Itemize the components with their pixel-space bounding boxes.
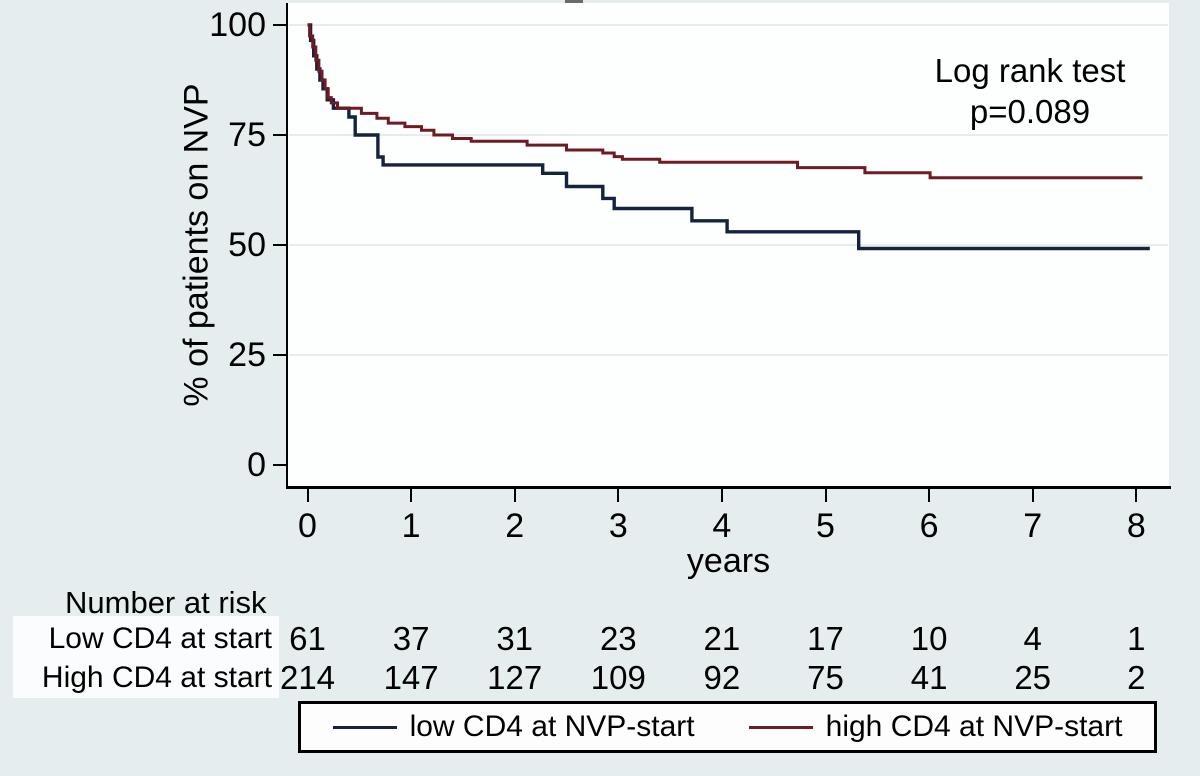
y-tick-label-75: 75 xyxy=(228,116,266,154)
risk-value: 109 xyxy=(590,659,646,696)
risk-value: 4 xyxy=(1023,620,1042,657)
x-tick-0 xyxy=(306,489,309,502)
x-tick-label-0: 0 xyxy=(298,507,317,545)
legend-label-low: low CD4 at NVP-start xyxy=(409,710,695,743)
legend-item-low: low CD4 at NVP-start xyxy=(332,710,695,744)
gridline-75 xyxy=(289,134,1168,136)
high-cd4-line-swatch xyxy=(748,725,813,729)
risk-row-label: High CD4 at start xyxy=(41,661,272,694)
risk-value: 37 xyxy=(392,620,430,657)
x-tick-6 xyxy=(928,489,931,502)
risk-value: 23 xyxy=(599,620,637,657)
x-tick-label-3: 3 xyxy=(608,507,628,545)
risk-value: 75 xyxy=(807,659,844,696)
risk-value: 147 xyxy=(383,659,439,696)
low-cd4-line-swatch xyxy=(332,725,397,729)
x-tick-label-1: 1 xyxy=(401,507,421,545)
gridline-100 xyxy=(289,24,1168,26)
x-tick-8 xyxy=(1135,489,1138,502)
y-axis-line xyxy=(286,3,288,488)
y-tick-100 xyxy=(273,24,287,26)
risk-row-low: Low CD4 at start 61 37 31 23 21 17 10 4 1 xyxy=(0,620,1200,658)
x-tick-label-4: 4 xyxy=(712,507,732,545)
risk-label-background xyxy=(13,616,279,698)
x-tick-label-5: 5 xyxy=(816,507,835,545)
high-cd4-curve xyxy=(307,23,1143,180)
x-tick-2 xyxy=(513,489,516,502)
legend-label-high: high CD4 at NVP-start xyxy=(825,710,1123,743)
risk-value: 31 xyxy=(496,620,534,657)
y-tick-75 xyxy=(273,134,287,136)
y-tick-25 xyxy=(273,354,287,356)
risk-value: 41 xyxy=(910,659,948,696)
x-tick-4 xyxy=(720,489,723,502)
y-tick-label-25: 25 xyxy=(228,336,266,374)
risk-value: 61 xyxy=(289,620,326,657)
risk-value: 10 xyxy=(910,620,948,657)
legend-item-high: high CD4 at NVP-start xyxy=(748,710,1123,744)
y-tick-label-100: 100 xyxy=(209,6,266,44)
y-tick-label-50: 50 xyxy=(228,226,266,264)
legend: low CD4 at NVP-start high CD4 at NVP-sta… xyxy=(298,701,1157,753)
log-rank-line1: Log rank test xyxy=(934,52,1126,89)
low-cd4-curve xyxy=(307,23,1150,251)
risk-value: 92 xyxy=(703,659,741,696)
log-rank-annotation: Log rank test p=0.089 xyxy=(890,50,1170,132)
risk-value: 127 xyxy=(487,659,543,696)
risk-row-label: Low CD4 at start xyxy=(48,622,272,655)
y-tick-0 xyxy=(273,464,287,466)
risk-value: 25 xyxy=(1014,659,1052,696)
x-axis-title: years xyxy=(686,542,771,580)
risk-value: 214 xyxy=(279,659,336,696)
x-tick-3 xyxy=(617,489,620,502)
risk-table-title: Number at risk xyxy=(65,585,267,620)
x-tick-1 xyxy=(410,489,413,502)
gridline-50 xyxy=(289,244,1168,246)
y-tick-50 xyxy=(273,244,287,246)
x-tick-label-6: 6 xyxy=(919,507,939,545)
y-tick-label-0: 0 xyxy=(247,446,266,484)
cropped-title-artifact xyxy=(565,0,583,3)
gridline-25 xyxy=(289,354,1168,356)
risk-value: 17 xyxy=(807,620,844,657)
x-tick-label-7: 7 xyxy=(1023,507,1043,545)
x-tick-label-8: 8 xyxy=(1126,507,1146,545)
x-tick-5 xyxy=(824,489,827,502)
risk-value: 2 xyxy=(1127,659,1146,696)
risk-value: 1 xyxy=(1127,620,1146,657)
log-rank-line2: p=0.089 xyxy=(969,93,1091,130)
x-axis-line xyxy=(286,486,1171,489)
x-tick-7 xyxy=(1031,489,1034,502)
risk-value: 21 xyxy=(703,620,741,657)
risk-row-high: High CD4 at start 214 147 127 109 92 75 41 25 2 xyxy=(0,659,1200,697)
y-axis-title: % of patients on NVP xyxy=(177,83,216,407)
x-tick-label-2: 2 xyxy=(505,507,525,545)
